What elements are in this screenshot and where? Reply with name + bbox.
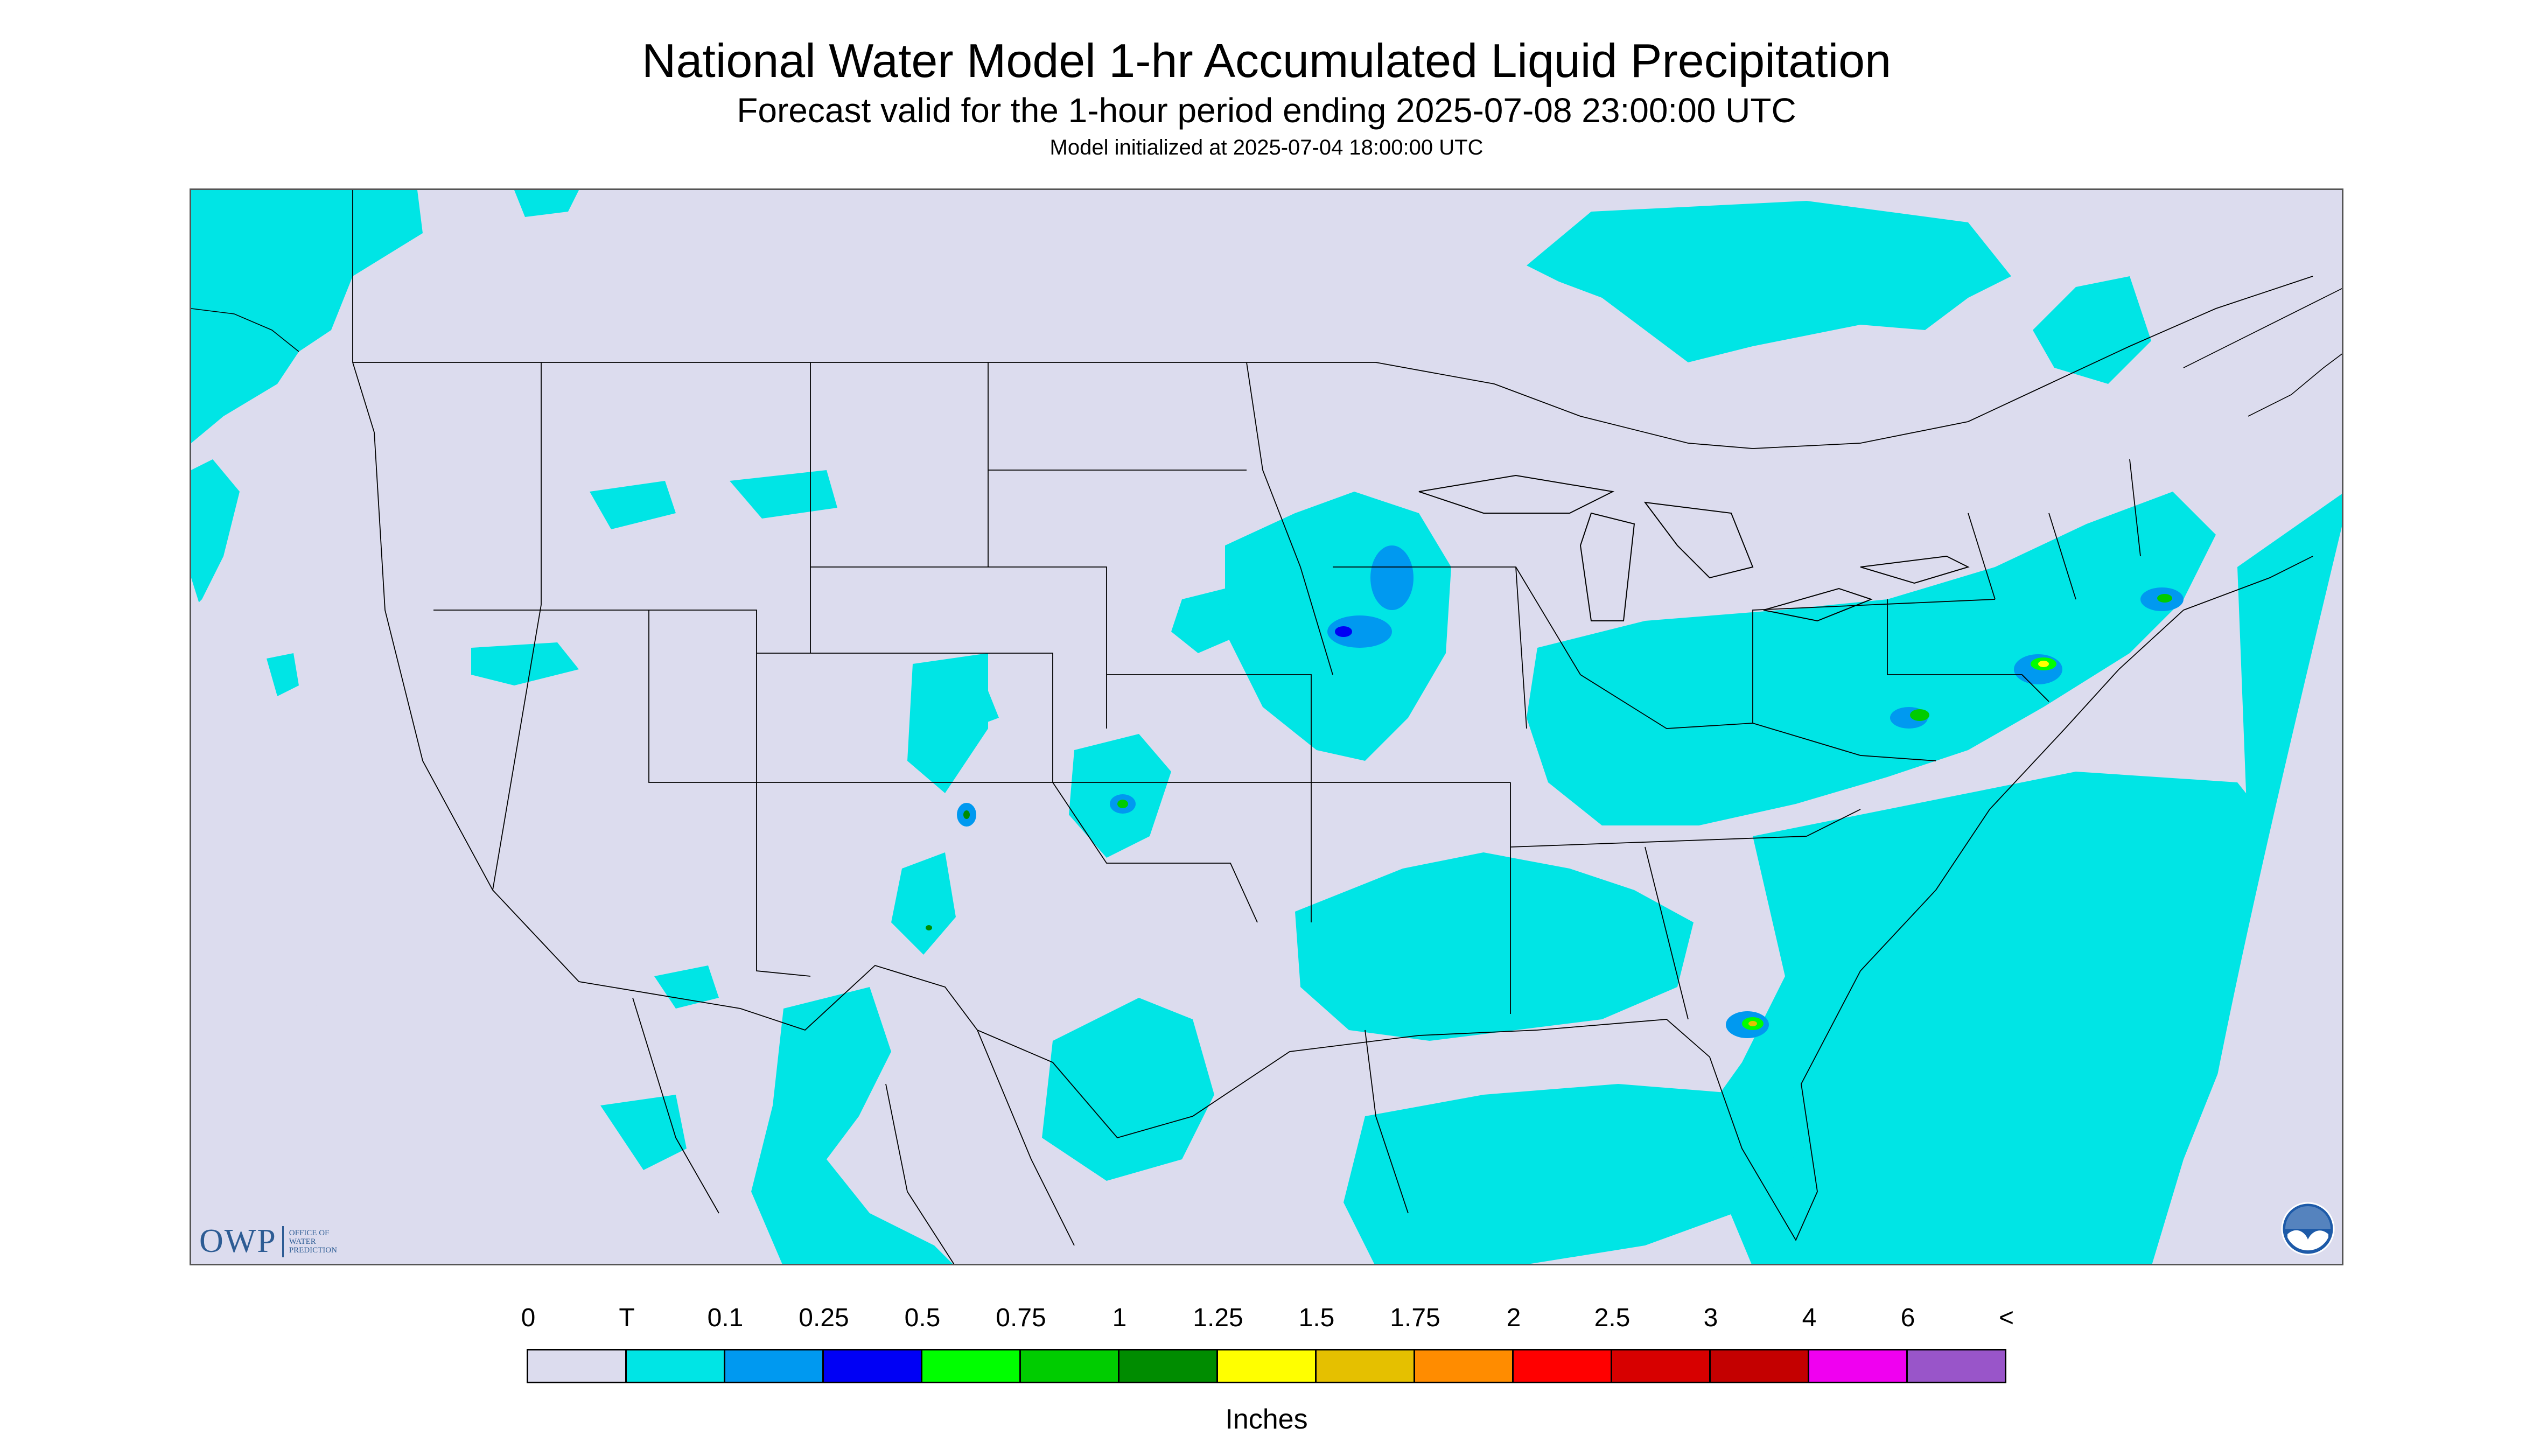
legend-color-swatch xyxy=(1808,1349,1908,1383)
owp-logo-subtext: OFFICE OF WATER PREDICTION xyxy=(289,1228,337,1255)
legend-color-swatch xyxy=(1118,1349,1218,1383)
legend-tick-label: 0.25 xyxy=(799,1304,849,1332)
legend-color-swatch xyxy=(1315,1349,1415,1383)
legend-color-swatch xyxy=(822,1349,922,1383)
legend-tick-label: T xyxy=(619,1304,635,1332)
noaa-logo xyxy=(2281,1202,2335,1256)
out-of-domain-wedges xyxy=(191,527,2342,1264)
legend-tick-label: 6 xyxy=(1900,1304,1915,1332)
legend-tick-label: 4 xyxy=(1802,1304,1817,1332)
owp-logo-text: OWP xyxy=(199,1223,277,1259)
legend-tick-label: 1.75 xyxy=(1390,1304,1440,1332)
great-lakes xyxy=(1418,474,1970,622)
owp-logo: OWP OFFICE OF WATER PREDICTION xyxy=(199,1222,337,1261)
legend-tick-label: 0 xyxy=(521,1304,536,1332)
precipitation-map xyxy=(190,188,2343,1265)
legend-color-swatch xyxy=(1611,1349,1711,1383)
chart-title: National Water Model 1-hr Accumulated Li… xyxy=(641,34,1892,87)
legend-color-swatch xyxy=(724,1349,824,1383)
owp-logo-divider xyxy=(282,1226,284,1257)
legend-color-swatch xyxy=(625,1349,725,1383)
legend-units-label: Inches xyxy=(1225,1404,1308,1435)
legend-color-swatch xyxy=(1906,1349,2006,1383)
legend-color-swatch xyxy=(1216,1349,1317,1383)
legend-color-swatch xyxy=(1019,1349,1119,1383)
legend-color-swatch xyxy=(1414,1349,1514,1383)
legend-tick-label: 0.5 xyxy=(904,1304,941,1332)
ocean-coastline-lakes xyxy=(191,288,2342,417)
legend-tick-label: 1.25 xyxy=(1193,1304,1243,1332)
legend-color-swatch xyxy=(921,1349,1021,1383)
legend-tick-label: 0.1 xyxy=(707,1304,744,1332)
legend-color-swatch xyxy=(1512,1349,1612,1383)
legend-tick-label: 2.5 xyxy=(1594,1304,1631,1332)
legend-tick-label: 3 xyxy=(1703,1304,1718,1332)
boundaries xyxy=(352,190,2313,1264)
model-init-text: Model initialized at 2025-07-04 18:00:00… xyxy=(1049,136,1484,159)
legend-color-swatch xyxy=(1709,1349,1809,1383)
precip-heavy-areas xyxy=(926,594,2172,1030)
legend-tick-label: 1.5 xyxy=(1298,1304,1335,1332)
legend-color-swatch xyxy=(527,1349,627,1383)
legend-tick-label: < xyxy=(1998,1304,2014,1332)
legend-tick-label: 1 xyxy=(1112,1304,1127,1332)
legend-tick-label: 0.75 xyxy=(996,1304,1046,1332)
forecast-valid-subtitle: Forecast valid for the 1-hour period end… xyxy=(737,91,1796,130)
legend-tick-label: 2 xyxy=(1506,1304,1521,1332)
